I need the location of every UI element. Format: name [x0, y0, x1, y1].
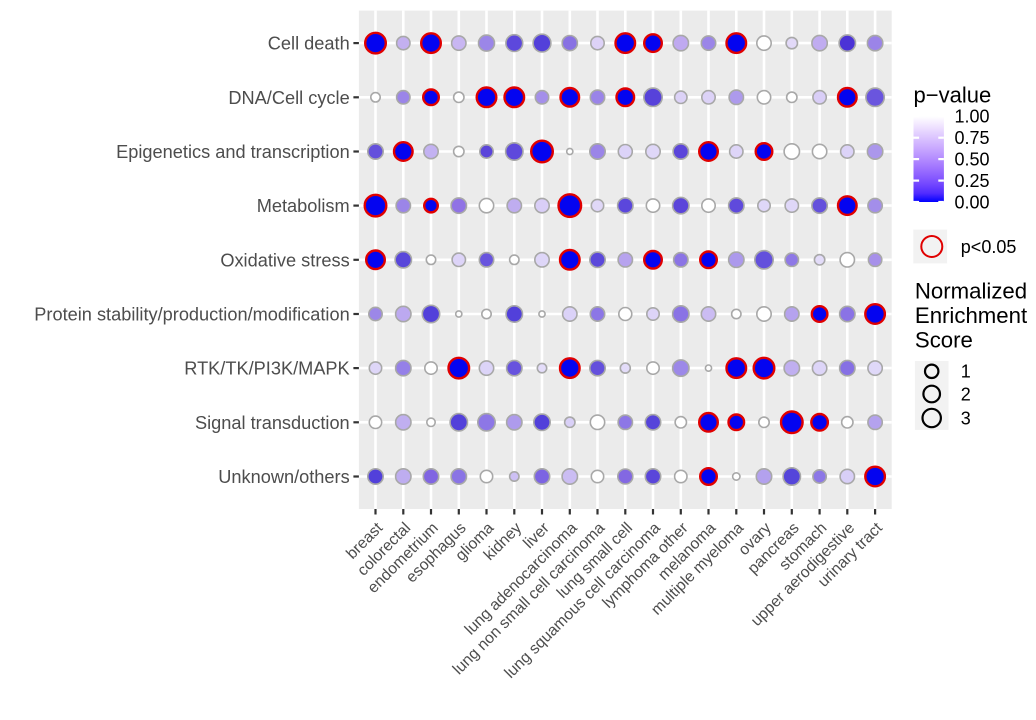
svg-text:1.00: 1.00 [955, 107, 990, 127]
svg-text:Oxidative stress: Oxidative stress [220, 250, 349, 270]
svg-text:0.00: 0.00 [955, 192, 990, 212]
svg-text:Signal transduction: Signal transduction [195, 413, 350, 433]
svg-text:Metabolism: Metabolism [257, 196, 350, 216]
svg-text:p<0.05: p<0.05 [961, 237, 1017, 257]
svg-text:0.25: 0.25 [955, 171, 990, 191]
svg-text:Cell death: Cell death [268, 34, 350, 54]
svg-text:Protein stability/production/m: Protein stability/production/modificatio… [34, 305, 349, 325]
svg-text:1: 1 [961, 362, 971, 382]
svg-text:DNA/Cell cycle: DNA/Cell cycle [228, 88, 349, 108]
svg-text:Unknown/others: Unknown/others [218, 467, 349, 487]
svg-text:Epigenetics and transcription: Epigenetics and transcription [116, 142, 350, 162]
svg-text:Score: Score [915, 328, 973, 353]
svg-text:0.75: 0.75 [955, 128, 990, 148]
svg-text:Normalized: Normalized [915, 279, 1027, 304]
svg-text:Enrichment: Enrichment [915, 303, 1027, 328]
svg-text:p−value: p−value [914, 83, 992, 108]
svg-text:0.50: 0.50 [955, 149, 990, 169]
svg-text:3: 3 [961, 408, 971, 428]
svg-text:RTK/TK/PI3K/MAPK: RTK/TK/PI3K/MAPK [184, 359, 349, 379]
svg-text:2: 2 [961, 384, 971, 404]
